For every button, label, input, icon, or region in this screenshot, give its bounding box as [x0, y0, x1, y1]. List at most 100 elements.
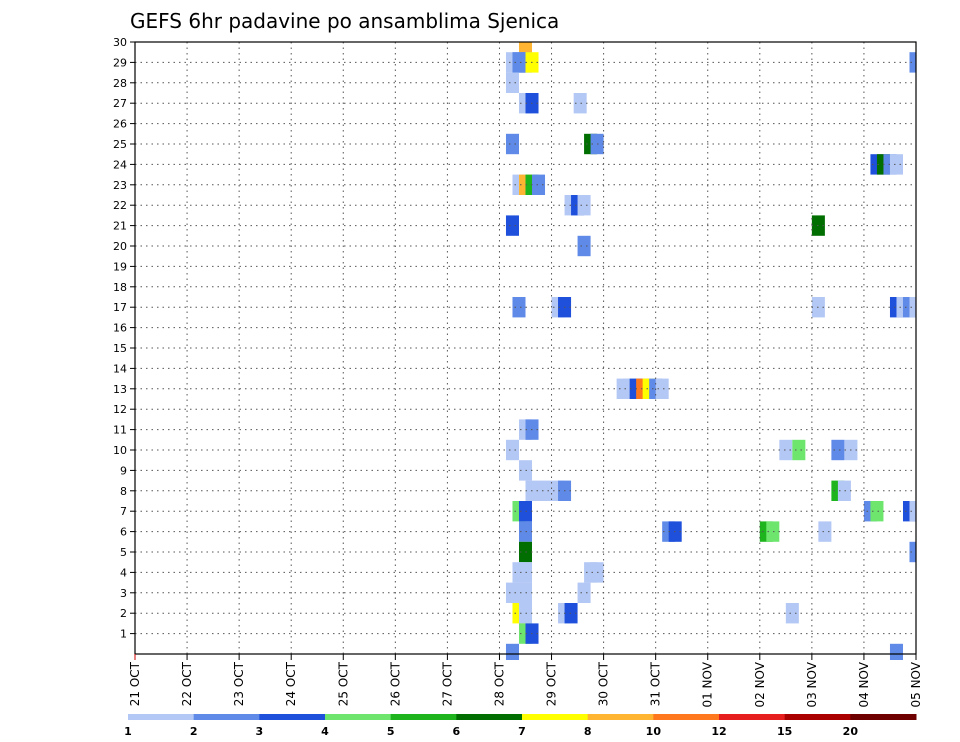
y-tick-label: 11: [113, 424, 127, 437]
data-cell: [564, 603, 578, 624]
x-tick-label: 01 NOV: [701, 661, 715, 707]
data-cell: [909, 297, 916, 318]
data-cell: [505, 643, 519, 660]
data-cell: [655, 378, 669, 399]
y-tick-label: 12: [113, 403, 127, 416]
x-axis: 21 OCT 22 OCT 23 OCT 24 OCT 25 OCT 26 OCT 27 O…: [128, 654, 923, 708]
y-tick-label: 28: [113, 77, 127, 90]
colorbar-swatch: [325, 714, 392, 720]
colorbar-swatch: [193, 714, 260, 720]
colorbar-label: 5: [387, 725, 395, 738]
data-cell: [518, 42, 533, 53]
x-tick-label: 22 OCT: [180, 661, 194, 706]
colorbar-swatch: [850, 714, 917, 720]
x-tick-label: 24 OCT: [284, 661, 298, 706]
y-tick-label: 16: [113, 322, 127, 335]
x-tick-label: 29 OCT: [545, 661, 559, 706]
data-cell: [532, 174, 546, 195]
y-tick-label: 17: [113, 301, 127, 314]
y-tick-label: 23: [113, 179, 127, 192]
data-cell: [505, 582, 519, 603]
y-tick-label: 30: [113, 36, 127, 49]
x-tick-label: 23 OCT: [232, 661, 246, 706]
y-tick-label: 4: [120, 566, 127, 579]
y-tick-label: 7: [120, 505, 127, 518]
y-tick-label: 8: [120, 485, 127, 498]
colorbar-label: 6: [453, 725, 461, 738]
colorbar-swatch: [653, 714, 720, 720]
y-tick-label: 9: [120, 464, 127, 477]
x-tick-label: 28 OCT: [492, 661, 506, 706]
data-cell: [577, 235, 591, 257]
y-tick-label: 20: [113, 240, 127, 253]
colorbar-label: 12: [711, 725, 726, 738]
cells-layer: [505, 42, 916, 660]
y-tick-label: 27: [113, 97, 127, 110]
colorbar-swatch: [522, 714, 589, 720]
y-tick-label: 14: [113, 362, 127, 375]
colorbar-label: 7: [518, 725, 526, 738]
colorbar-swatch: [784, 714, 851, 720]
colorbar-label: 8: [584, 725, 592, 738]
data-cell: [909, 52, 916, 73]
x-tick-label: 05 NOV: [909, 661, 923, 707]
colorbar-swatch: [719, 714, 786, 720]
colorbar-label: 4: [321, 725, 329, 738]
grid-layer: [135, 41, 916, 654]
colorbar-label: 20: [843, 725, 859, 738]
y-tick-label: 25: [113, 138, 127, 151]
y-tick-label: 10: [113, 444, 127, 457]
y-tick-label: 24: [113, 158, 127, 171]
x-tick-label: 30 OCT: [597, 661, 611, 706]
y-tick-label: 29: [113, 56, 127, 69]
colorbar-label: 3: [256, 725, 264, 738]
data-cell: [505, 133, 519, 155]
colorbar-label: 15: [777, 725, 792, 738]
y-tick-label: 3: [120, 587, 127, 600]
y-tick-label: 6: [120, 526, 127, 539]
data-cell: [512, 297, 526, 318]
data-cell: [889, 154, 903, 175]
y-tick-label: 13: [113, 383, 127, 396]
y-tick-label: 19: [113, 260, 127, 273]
colorbar-label: 10: [646, 725, 662, 738]
x-tick-label: 26 OCT: [388, 661, 402, 706]
x-tick-label: 31 OCT: [649, 661, 663, 706]
data-cell: [818, 521, 832, 542]
data-cell: [573, 93, 587, 114]
y-axis: 1234567891011121314151617181920212223242…: [113, 36, 135, 641]
data-cell: [577, 195, 591, 216]
x-tick-label: 03 NOV: [805, 661, 819, 707]
x-tick-label: 04 NOV: [857, 661, 871, 707]
x-tick-label: 27 OCT: [440, 661, 454, 706]
colorbar-swatch: [259, 714, 326, 720]
data-cell: [766, 521, 780, 542]
data-cell: [505, 72, 519, 93]
data-cell: [779, 439, 793, 461]
data-cell: [909, 541, 916, 563]
colorbar: 1 2 3 4 5 6 7 8 10 12 15 20: [124, 714, 917, 738]
x-tick-label: 21 OCT: [128, 661, 142, 706]
data-cell: [785, 603, 799, 624]
colorbar-swatch: [456, 714, 523, 720]
y-tick-label: 22: [113, 199, 127, 212]
data-cell: [889, 643, 903, 660]
colorbar-swatch: [587, 714, 654, 720]
y-tick-label: 15: [113, 342, 127, 355]
y-tick-label: 21: [113, 220, 127, 233]
data-cell: [577, 582, 591, 603]
colorbar-label: 2: [190, 725, 198, 738]
data-cell: [505, 439, 519, 461]
x-tick-label: 25 OCT: [336, 661, 350, 706]
data-cell: [909, 501, 916, 522]
chart-title: GEFS 6hr padavine po ansamblima Sjenica: [130, 9, 559, 33]
data-cell: [505, 215, 519, 236]
colorbar-swatch: [128, 714, 195, 720]
data-cell: [837, 480, 851, 501]
y-tick-label: 2: [120, 607, 127, 620]
x-tick-label: 02 NOV: [753, 661, 767, 707]
y-tick-label: 1: [120, 628, 127, 641]
data-cell: [870, 501, 884, 522]
y-tick-label: 18: [113, 281, 127, 294]
